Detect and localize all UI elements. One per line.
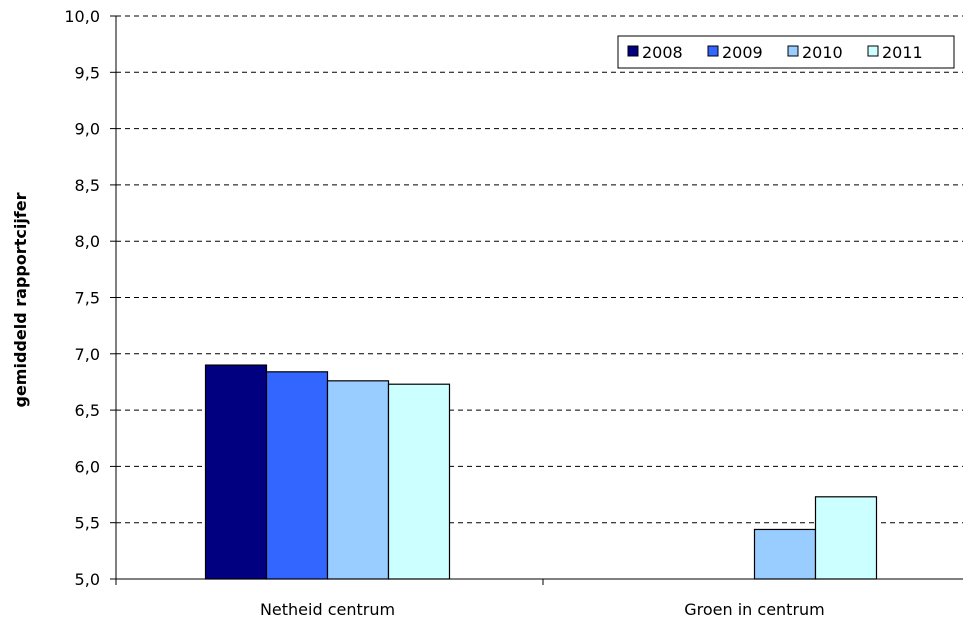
bar: [814, 496, 878, 580]
legend-swatch: [627, 45, 639, 57]
y-tick-label: 6,0: [75, 457, 100, 476]
x-tick-label: Netheid centrum: [260, 600, 395, 619]
y-tick-label: 7,5: [75, 289, 100, 308]
axes: [110, 15, 963, 585]
bars: [204, 364, 878, 580]
legend-label: 2008: [642, 43, 683, 62]
bar: [204, 364, 268, 580]
bar: [265, 371, 329, 580]
legend-swatch: [707, 45, 719, 57]
y-tick-label: 5,5: [75, 514, 100, 533]
bar: [326, 380, 390, 580]
legend-label: 2009: [722, 43, 763, 62]
y-tick-label: 8,0: [75, 232, 100, 251]
bar: [753, 528, 817, 580]
y-axis-label: gemiddeld rapportcijfer: [11, 192, 30, 407]
x-tick-labels: Netheid centrum Groen in centrum: [260, 600, 825, 619]
y-tick-label: 10,0: [64, 7, 100, 26]
x-tick-label: Groen in centrum: [684, 600, 825, 619]
legend-label: 2011: [882, 43, 923, 62]
legend: 2008 2009 2010 2011: [617, 35, 955, 69]
y-tick-label: 8,5: [75, 176, 100, 195]
y-tick-label: 9,0: [75, 120, 100, 139]
y-tick-label: 5,0: [75, 570, 100, 589]
y-tick-label: 9,5: [75, 63, 100, 82]
bar: [387, 383, 451, 580]
legend-box: [617, 35, 955, 69]
y-tick-label: 6,5: [75, 401, 100, 420]
y-tick-label: 7,0: [75, 345, 100, 364]
y-tick-labels: 5,0 5,5 6,0 6,5 7,0 7,5 8,0 8,5 9,0 9,5 10,0: [64, 7, 100, 589]
legend-swatch: [787, 45, 799, 57]
legend-label: 2010: [802, 43, 843, 62]
legend-swatch: [867, 45, 879, 57]
gridlines: [116, 15, 963, 524]
